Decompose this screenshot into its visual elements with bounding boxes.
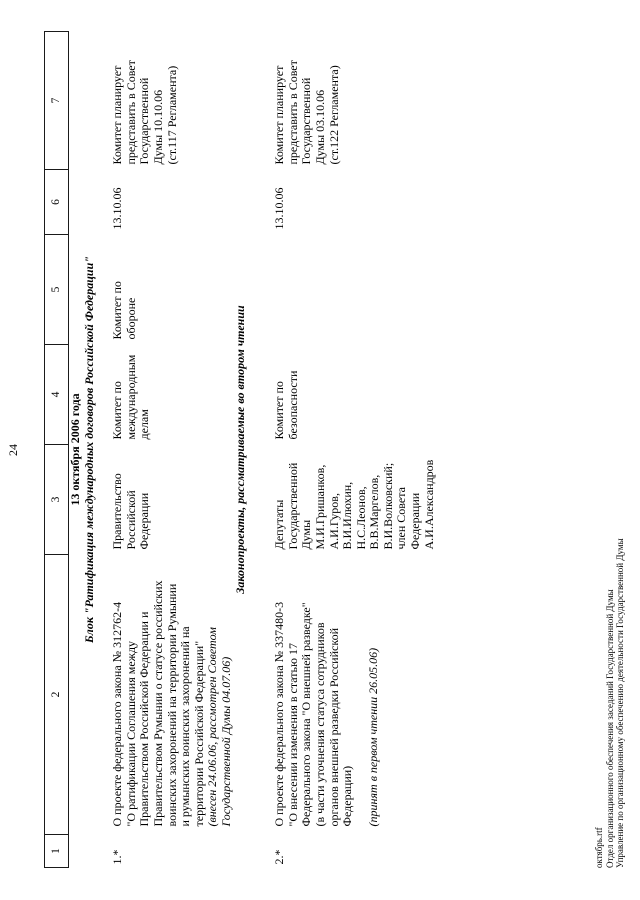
section-heading-row: Законопроекты, рассматриваемые во втором…: [234, 32, 248, 868]
header-cell-5: 5: [44, 234, 69, 345]
review-date: 13.10.06: [272, 187, 287, 230]
block-title: Блок "Ратификация международных договоро…: [82, 256, 96, 643]
date-heading: 13 октября 2006 года: [68, 393, 83, 506]
agenda-table: 1 2 3 4 5 6 7 13 октября 2006 года Блок …: [44, 31, 436, 868]
header-cell-7: 7: [44, 31, 69, 170]
bill-initiator: Депутаты Государственной Думы М.И.Гришанков…: [272, 459, 436, 550]
responsible-committee: Комитет по безопасности: [272, 370, 300, 440]
responsible-committee: Комитет по международным делам: [110, 354, 152, 440]
bill-title: О проекте федерального закона № 337480-3…: [272, 601, 380, 827]
page-number: 24: [6, 444, 20, 456]
block-title-row: Блок "Ратификация международных договоро…: [83, 32, 97, 868]
numbered-header-row: 1 2 3 4 5 6 7: [44, 31, 69, 868]
committee-note: Комитет планирует представить в Совет Госу…: [110, 60, 179, 165]
bill-number: 1.*: [110, 849, 125, 865]
table-row-bill-2: 2.* О проекте федерального закона № 3374…: [247, 32, 436, 868]
bill-initiator: Правительство Российской Федерации: [110, 473, 152, 550]
bill-title: О проекте федерального закона № 312762-4…: [110, 580, 233, 827]
header-cell-6: 6: [44, 169, 69, 235]
header-cell-2: 2: [44, 554, 69, 835]
co-committee: [247, 235, 436, 345]
review-date: 13.10.06: [110, 187, 125, 230]
table-row-bill-1: 1.* О проекте федерального закона № 3127…: [96, 32, 233, 868]
document-footer: октябрь.rtf Отдел организационного обеспе…: [594, 538, 625, 868]
co-committee: Комитет по обороне: [110, 281, 138, 340]
header-cell-4: 4: [44, 344, 69, 445]
section-heading: Законопроекты, рассматриваемые во втором…: [233, 305, 247, 594]
date-heading-row: 13 октября 2006 года: [69, 32, 83, 868]
header-cell-1: 1: [44, 834, 69, 868]
committee-note: Комитет планирует представить в Совет Госу…: [272, 60, 341, 165]
header-cell-3: 3: [44, 444, 69, 555]
bill-number: 2.*: [272, 849, 287, 865]
